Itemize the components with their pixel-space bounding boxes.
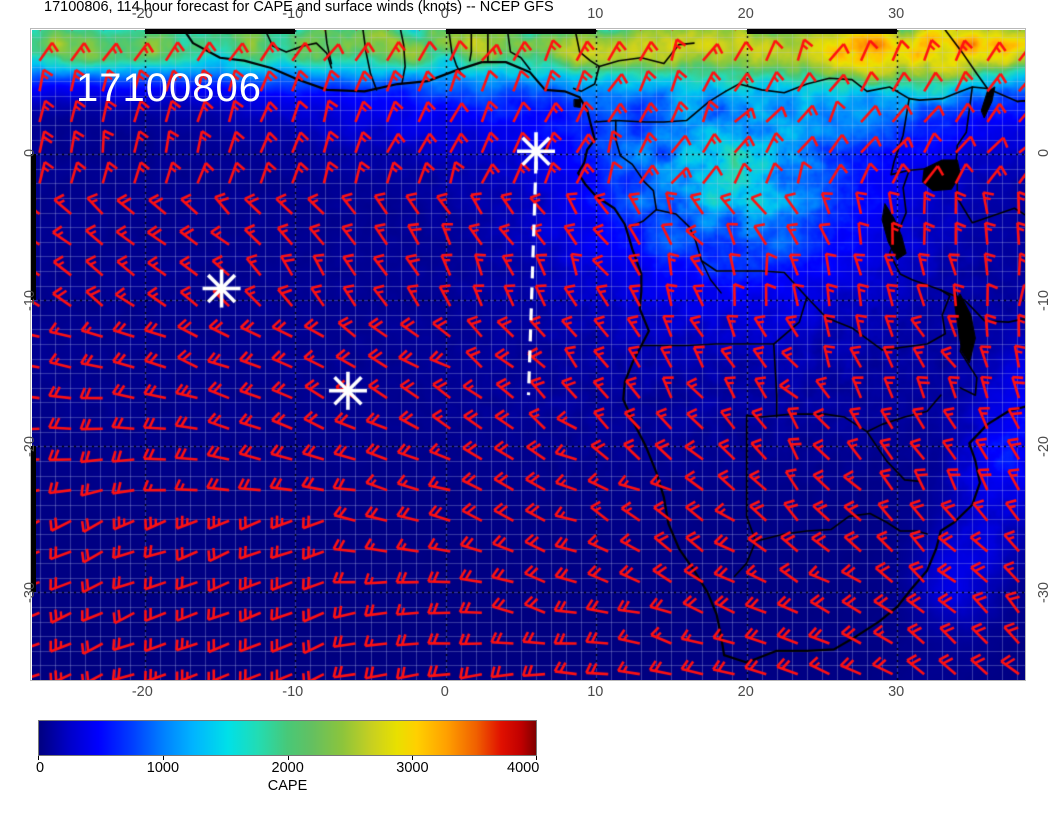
axis-tick-label: 0 (440, 6, 449, 22)
axis-tick-label: -20 (1036, 436, 1052, 458)
axis-tick-label: 20 (737, 684, 754, 700)
axis-tick-label: 10 (587, 6, 604, 22)
axis-tick-band (1025, 446, 1026, 592)
axis-tick-label: -30 (22, 582, 38, 604)
cape-wind-map: 17100806 (32, 30, 1025, 680)
axis-tick-band (31, 446, 36, 593)
colorbar-tick-label: 1000 (146, 760, 180, 776)
axis-tick-band (144, 29, 296, 34)
cape-colorbar (38, 720, 537, 756)
colorbar-tick (536, 756, 537, 760)
chart-title: 17100806, 114 hour forecast for CAPE and… (44, 0, 554, 15)
axis-tick-band (145, 680, 295, 681)
axis-tick-label: 20 (737, 6, 754, 22)
axis-tick-band (445, 29, 597, 34)
axis-tick-label: -20 (131, 684, 153, 700)
colorbar-tick-label: 2000 (271, 760, 304, 776)
axis-tick-label: 30 (888, 684, 905, 700)
axis-tick-band (747, 680, 897, 681)
overlay-date-label: 17100806 (76, 66, 262, 110)
axis-tick-band (31, 154, 36, 301)
colorbar-tick-label: 3000 (396, 760, 429, 776)
axis-tick-label: -30 (1036, 582, 1052, 604)
axis-tick-band (746, 29, 898, 34)
colorbar-tick-label: 4000 (507, 760, 540, 776)
map-plot-frame: 17100806 (30, 28, 1026, 681)
marker-layer (32, 30, 1025, 680)
colorbar-tick (162, 756, 164, 760)
colorbar-tick (38, 756, 39, 760)
axis-tick-band (1025, 154, 1026, 300)
axis-tick-label: -10 (282, 6, 304, 22)
axis-tick-label: -10 (282, 684, 304, 700)
axis-tick-label: 0 (1036, 149, 1052, 158)
axis-tick-label: -20 (131, 6, 153, 22)
axis-tick-label: -10 (22, 290, 38, 312)
colorbar-tick (287, 756, 289, 760)
axis-tick-label: 30 (888, 6, 905, 22)
colorbar-title: CAPE (267, 778, 308, 794)
axis-tick-label: -20 (22, 436, 38, 458)
axis-tick-label: 10 (587, 684, 604, 700)
axis-tick-label: -10 (1036, 290, 1052, 312)
colorbar-tick (412, 756, 414, 760)
axis-tick-label: 0 (22, 149, 38, 158)
colorbar-tick-label: 0 (36, 760, 45, 776)
colorbar-group: 0 1000 2000 3000 4000 CAPE (36, 720, 539, 794)
axis-tick-label: 0 (440, 684, 449, 700)
axis-tick-band (446, 680, 596, 681)
